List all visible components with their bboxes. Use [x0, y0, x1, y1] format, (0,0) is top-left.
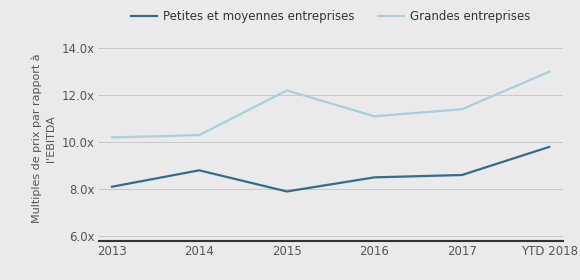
Legend: Petites et moyennes entreprises, Grandes entreprises: Petites et moyennes entreprises, Grandes… — [126, 6, 535, 28]
Y-axis label: Multiples de prix par rapport à
l'EBITDA: Multiples de prix par rapport à l'EBITDA — [31, 54, 56, 223]
